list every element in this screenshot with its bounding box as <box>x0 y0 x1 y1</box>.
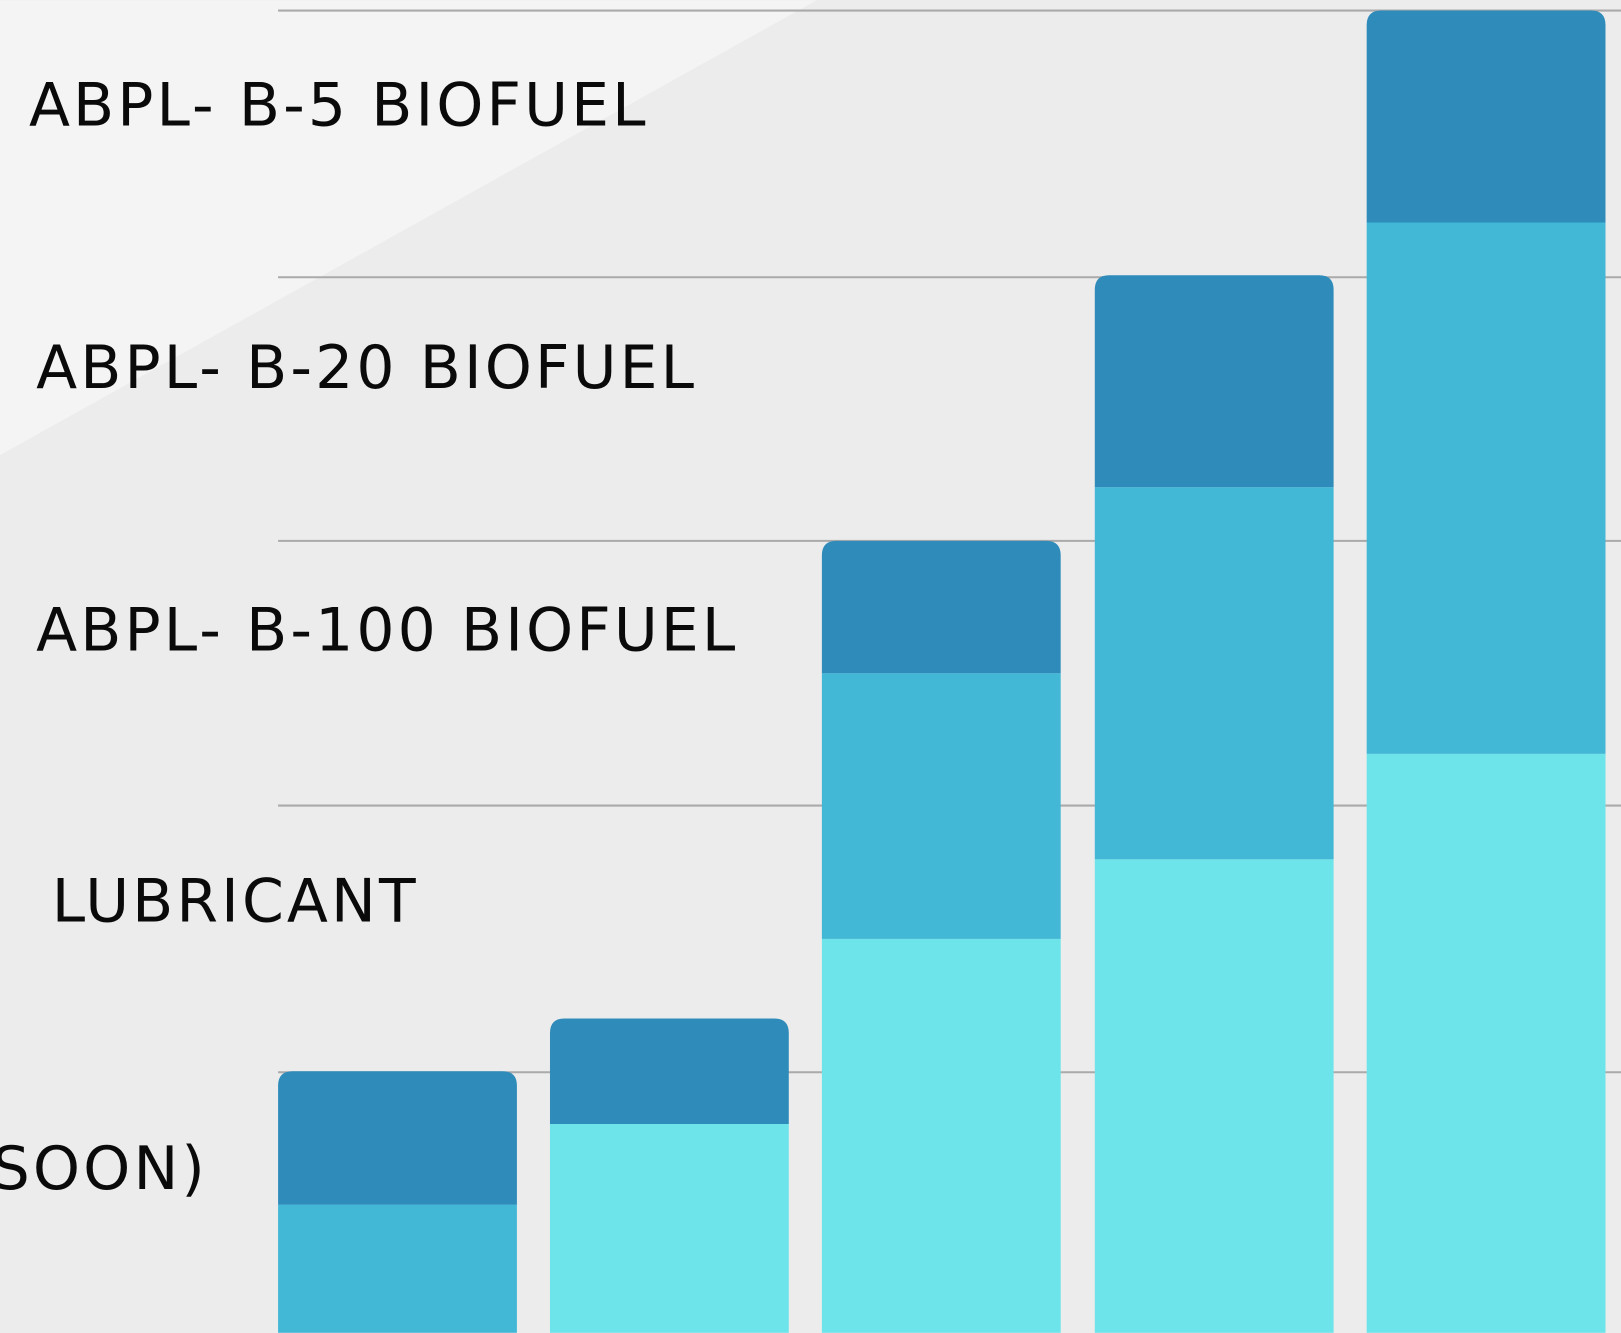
bar-segment <box>1094 275 1334 488</box>
bar-segment <box>549 1123 789 1333</box>
bar-segment <box>821 938 1061 1333</box>
label: SOON) <box>0 1134 208 1204</box>
bar-segment <box>278 1204 517 1333</box>
bars <box>278 10 1606 1333</box>
bar-segment <box>1366 10 1606 223</box>
bar-segment <box>821 540 1061 674</box>
label: LUBRICANT <box>52 866 419 936</box>
bar-segment <box>278 1071 517 1205</box>
label: ABPL- B-5 BIOFUEL <box>29 70 649 140</box>
label: ABPL- B-20 BIOFUEL <box>36 333 697 403</box>
bar-segment <box>1366 753 1606 1333</box>
bar-segment <box>1094 859 1334 1333</box>
bar-segment <box>821 673 1061 939</box>
background-highlight <box>0 0 817 456</box>
bar-segment <box>1094 487 1334 860</box>
bar-segment <box>1366 222 1606 754</box>
label: ABPL- B-100 BIOFUEL <box>36 595 738 665</box>
bar-segment <box>549 1018 789 1124</box>
